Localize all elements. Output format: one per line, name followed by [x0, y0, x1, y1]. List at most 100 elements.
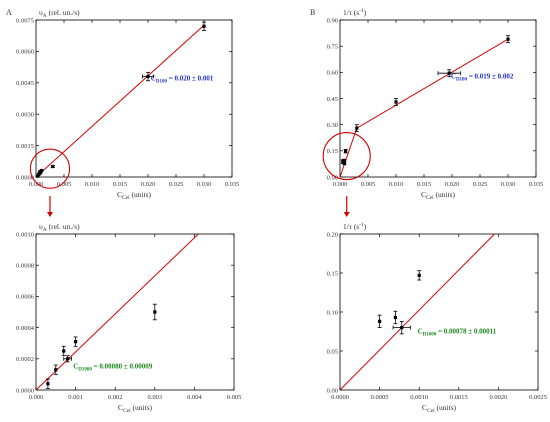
y-axis-label: υA (rel. un./s): [39, 8, 80, 19]
y-tick-label: 0.0000: [16, 174, 34, 181]
x-axis-label: CCel (units): [421, 190, 456, 201]
y-tick-label: 0.60: [327, 70, 338, 77]
y-axis-label: 1/τ (s-1): [343, 8, 367, 17]
data-point: [417, 273, 421, 277]
x-tick-label: 0.000: [333, 181, 348, 188]
data-point: [506, 37, 510, 41]
y-tick-label: 0.30: [327, 122, 338, 129]
x-tick-label: 0.015: [417, 181, 432, 188]
x-tick-label: 0.0025: [529, 394, 547, 401]
y-tick-label: 0.0060: [16, 49, 34, 56]
data-point: [394, 100, 398, 104]
data-point: [51, 164, 55, 169]
chart-B-top: 0.000 0.005 0.010 0.015 0.020 0.025 0.030 0.035…: [310, 8, 543, 201]
y-tick-label: 0.45: [327, 96, 338, 103]
x-tick-label: 0.035: [225, 181, 240, 188]
panel-letter: A: [6, 8, 12, 17]
x-tick-label: 0.000: [29, 181, 44, 188]
y-tick-label: 0.00: [327, 174, 338, 181]
y-tick-label: 0.0004: [16, 325, 35, 332]
plot-frame: [339, 233, 539, 391]
x-tick-label: 0.015: [113, 181, 128, 188]
data-point: [66, 357, 70, 361]
y-axis-label: 1/τ (s-1): [343, 222, 367, 231]
x-tick-label: 0.005: [57, 181, 72, 188]
x-tick-label: 0.025: [473, 181, 488, 188]
zoom-highlight-circle: [322, 131, 371, 181]
x-tick-label: 0.002: [108, 394, 123, 401]
x-tick-label: 0.030: [501, 181, 516, 188]
data-point: [62, 349, 66, 353]
x-tick-label: 0.035: [529, 181, 544, 188]
y-tick-label: 0.75: [327, 43, 338, 50]
y-tick-label: 0.0045: [16, 80, 34, 87]
y-tick-label: 0.05: [327, 348, 338, 355]
data-point: [54, 368, 58, 372]
data-point: [378, 319, 382, 323]
x-tick-label: 0.004: [187, 394, 202, 401]
zoom-arrow-head: [343, 212, 350, 217]
y-tick-label: 0.20: [327, 231, 338, 238]
x-tick-label: 0.0010: [410, 394, 428, 401]
fit-annotation: CD100 = 0.020 ± 0.001: [151, 75, 214, 85]
x-tick-label: 0.0005: [371, 394, 389, 401]
x-axis-label: CCel (units): [118, 403, 153, 414]
plot-frame: [339, 19, 537, 178]
data-point: [342, 161, 347, 165]
y-tick-label: 0.0006: [16, 294, 35, 301]
x-tick-label: 0.020: [445, 181, 460, 188]
x-tick-label: 0.025: [169, 181, 184, 188]
data-point: [202, 24, 206, 28]
x-tick-label: 0.000: [29, 394, 44, 401]
fit-annotation: CD1000 = 0.00080 ± 0.00009: [73, 363, 153, 373]
chart-B-bottom: 0.0000 0.0005 0.0010 0.0015 0.0020 0.0025 0.00…: [327, 222, 547, 414]
fit-line: [36, 234, 199, 390]
x-tick-label: 0.020: [141, 181, 156, 188]
data-point: [153, 310, 157, 314]
data-point: [355, 126, 359, 130]
x-tick-label: 0.010: [389, 181, 404, 188]
zoom-arrow-head: [47, 212, 53, 217]
fit-line: [36, 24, 205, 177]
data-point: [447, 71, 451, 75]
y-tick-label: 0.0075: [16, 17, 34, 24]
data-point: [36, 174, 40, 178]
data-point: [393, 315, 398, 320]
x-tick-label: 0.005: [227, 394, 242, 401]
y-axis-label: υA (rel. un./s): [39, 222, 80, 233]
y-tick-label: 0.0002: [16, 356, 34, 363]
data-point: [37, 172, 41, 176]
chart-A-top: 0.000 0.005 0.010 0.015 0.020 0.025 0.030 0.035…: [6, 8, 239, 201]
y-tick-label: 0.0010: [16, 231, 34, 238]
zoom-highlight-circle: [29, 148, 71, 189]
data-point: [400, 326, 404, 330]
y-tick-label: 0.0015: [16, 143, 34, 150]
data-point: [40, 168, 44, 173]
data-point: [46, 382, 50, 386]
fit-line: [340, 38, 509, 177]
x-tick-label: 0.0015: [450, 394, 468, 401]
fit-annotation: CD1000 = 0.00078 ± 0.00011: [418, 328, 497, 338]
x-axis-label: CCel (units): [422, 403, 457, 414]
x-tick-label: 0.005: [361, 181, 376, 188]
x-tick-label: 0.001: [68, 394, 83, 401]
x-axis-label: CCel (units): [117, 190, 152, 201]
y-tick-label: 0.15: [327, 270, 338, 277]
data-point: [146, 74, 150, 79]
y-tick-label: 0.0030: [16, 112, 34, 119]
y-tick-label: 0.10: [327, 309, 338, 316]
x-tick-label: 0.0020: [489, 394, 507, 401]
y-tick-label: 0.0000: [16, 387, 34, 394]
data-point: [74, 340, 78, 344]
x-tick-label: 0.0000: [331, 394, 349, 401]
x-tick-label: 0.003: [147, 394, 162, 401]
y-tick-label: 0.0008: [16, 263, 34, 270]
x-tick-label: 0.010: [85, 181, 100, 188]
chart-A-bottom: 0.000 0.001 0.002 0.003 0.004 0.005 0.0000 0.00…: [16, 222, 241, 414]
plot-frame: [35, 19, 233, 178]
data-point: [38, 171, 43, 175]
y-tick-label: 0.00: [327, 387, 338, 394]
y-tick-label: 0.90: [327, 17, 338, 24]
y-tick-label: 0.15: [327, 148, 338, 155]
